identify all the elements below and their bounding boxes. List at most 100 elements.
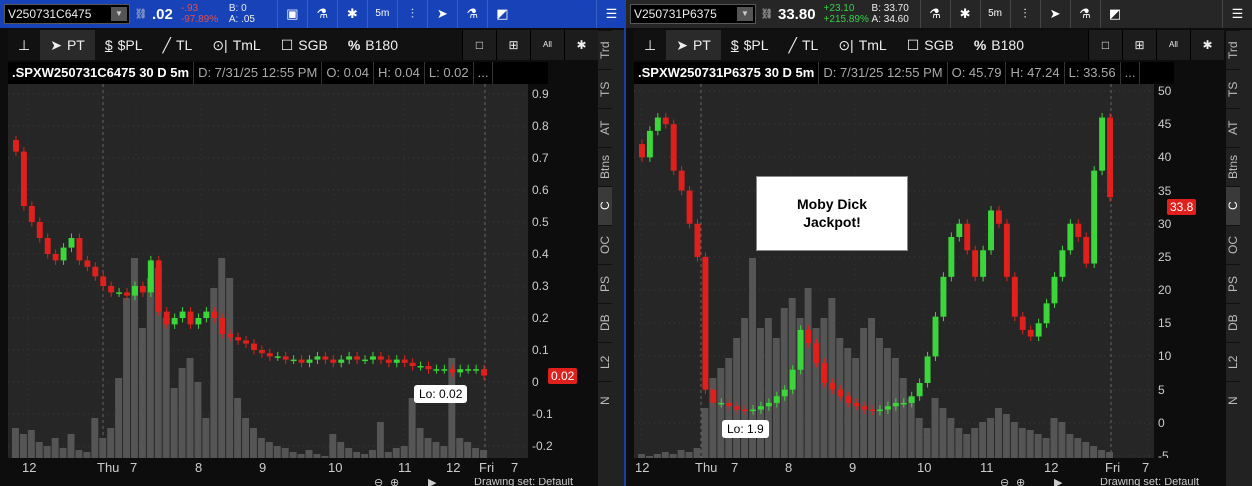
cursor-icon[interactable]: ➤ [426, 0, 457, 28]
tool-b180[interactable]: % B180 [964, 30, 1034, 60]
volume-bar [1034, 434, 1042, 458]
all-icon[interactable]: All [530, 30, 564, 60]
tool-pt[interactable]: ➤ PT [666, 30, 721, 60]
candle [662, 117, 669, 125]
side-tab-l2[interactable]: L2 [598, 342, 612, 381]
side-tab-db[interactable]: DB [598, 303, 612, 342]
gear-icon[interactable]: ✱ [949, 0, 980, 28]
chart-annotation[interactable]: Moby Dick Jackpot! [756, 176, 908, 251]
candle [457, 369, 464, 373]
pin-icon[interactable]: ⊥ [18, 37, 31, 53]
pin-icon[interactable]: ⊥ [644, 37, 657, 53]
side-tab-n[interactable]: N [1226, 381, 1240, 420]
all-icon[interactable]: All [1156, 30, 1190, 60]
tool-pl[interactable]: $ $PL [721, 30, 779, 60]
single-layout-icon[interactable]: □ [462, 30, 496, 60]
flask-icon[interactable]: ⚗ [306, 0, 337, 28]
candle [877, 409, 883, 412]
side-tab-btns[interactable]: Btns [598, 147, 612, 186]
side-tab-c[interactable]: C [1226, 186, 1240, 225]
flask-icon[interactable]: ⚗ [919, 0, 950, 28]
news-icon[interactable]: ▣ [276, 0, 307, 28]
volume-bar [123, 298, 130, 458]
drawing-set[interactable]: Drawing set: Default [474, 478, 574, 486]
link-icon[interactable]: ⛓ [134, 8, 148, 20]
candle [1083, 237, 1090, 264]
studies-icon[interactable]: ⚗ [1069, 0, 1100, 28]
tool-sgb[interactable]: ☐ SGB [271, 30, 338, 60]
tool-tml[interactable]: ⊙| TmL [202, 30, 270, 60]
tool-pt[interactable]: ➤ PT [40, 30, 95, 60]
volume-bar [804, 288, 812, 458]
cursor-icon[interactable]: ➤ [1039, 0, 1070, 28]
interval-button[interactable]: 5m [979, 0, 1010, 28]
gear-icon[interactable]: ✱ [336, 0, 367, 28]
chart-style-icon[interactable]: ⫶ [1009, 0, 1040, 28]
tool-sgb[interactable]: ☐ SGB [897, 30, 964, 60]
cursor-icon[interactable]: ▶ [1054, 478, 1063, 486]
drawing-set[interactable]: Drawing set: Default [1100, 478, 1200, 486]
side-tab-oc[interactable]: OC [598, 225, 612, 264]
candle [433, 369, 440, 371]
tool-tml[interactable]: ⊙| TmL [828, 30, 896, 60]
candle [996, 210, 1002, 224]
chevron-down-icon[interactable]: ▼ [111, 7, 127, 21]
header-more[interactable]: ... [1121, 62, 1141, 84]
side-tab-oc[interactable]: OC [1226, 225, 1240, 264]
candle [758, 406, 764, 410]
candle [654, 117, 661, 131]
side-tab-n[interactable]: N [598, 381, 612, 420]
menu-icon[interactable]: ☰ [1222, 0, 1252, 28]
tool-pl[interactable]: $ $PL [95, 30, 153, 60]
side-tab-ps[interactable]: PS [598, 264, 612, 303]
pointer-icon: ➤ [50, 37, 62, 53]
volume-bar [701, 408, 709, 458]
grid-layout-icon[interactable]: ⊞ [1122, 30, 1156, 60]
side-tab-l2[interactable]: L2 [1226, 342, 1240, 381]
header-more[interactable]: ... [474, 62, 494, 84]
settings-gear-icon[interactable]: ✱ [1190, 30, 1224, 60]
symbol-input[interactable]: V250731P6375 ▼ [630, 4, 756, 24]
zoom-in-icon[interactable]: ⊕ [1016, 478, 1026, 486]
drawings-icon[interactable]: ◩ [1099, 0, 1130, 28]
chart-header: .SPXW250731P6375 30 D 5m D: 7/31/25 12:5… [634, 62, 1174, 84]
tool-tl[interactable]: ╱ TL [779, 30, 829, 60]
tool-tl[interactable]: ╱ TL [153, 30, 203, 60]
zoom-out-icon[interactable]: ⊖ [1000, 478, 1010, 486]
percent-icon: % [973, 37, 987, 53]
cursor-icon[interactable]: ▶ [428, 478, 437, 486]
side-tab-trd[interactable]: Trd [598, 30, 612, 69]
side-tab-ts[interactable]: TS [598, 69, 612, 108]
symbol-input[interactable]: V250731C6475 ▼ [4, 4, 130, 24]
candle [1051, 276, 1058, 304]
price-chart[interactable]: 0.9 0.8 0.7 0.6 0.5 0.4 0.3 0.2 0.1 0 -0.1 -0.2 [8, 84, 568, 458]
chart-style-icon[interactable]: ⫶ [396, 0, 427, 28]
time-label: Fri [1105, 460, 1121, 475]
side-tab-trd[interactable]: Trd [1226, 30, 1240, 69]
volume-bar [265, 442, 273, 458]
zoom-in-icon[interactable]: ⊕ [390, 478, 400, 486]
zoom-out-icon[interactable]: ⊖ [374, 478, 384, 486]
grid-layout-icon[interactable]: ⊞ [496, 30, 530, 60]
settings-gear-icon[interactable]: ✱ [564, 30, 598, 60]
side-tab-at[interactable]: AT [598, 108, 612, 147]
interval-button[interactable]: 5m [366, 0, 397, 28]
menu-icon[interactable]: ☰ [596, 0, 626, 28]
link-icon[interactable]: ⛓ [760, 8, 774, 20]
side-tab-at[interactable]: AT [1226, 108, 1240, 147]
side-tab-ts[interactable]: TS [1226, 69, 1240, 108]
chevron-down-icon[interactable]: ▼ [737, 7, 753, 21]
side-tab-c[interactable]: C [598, 186, 612, 225]
volume-bar [67, 434, 75, 458]
candle [219, 318, 226, 334]
single-layout-icon[interactable]: □ [1088, 30, 1122, 60]
candle [235, 337, 242, 341]
side-tab-db[interactable]: DB [1226, 303, 1240, 342]
candle [163, 311, 170, 325]
studies-icon[interactable]: ⚗ [456, 0, 487, 28]
side-tab-ps[interactable]: PS [1226, 264, 1240, 303]
tool-b180[interactable]: % B180 [338, 30, 408, 60]
drawings-icon[interactable]: ◩ [486, 0, 517, 28]
side-tab-btns[interactable]: Btns [1226, 147, 1240, 186]
